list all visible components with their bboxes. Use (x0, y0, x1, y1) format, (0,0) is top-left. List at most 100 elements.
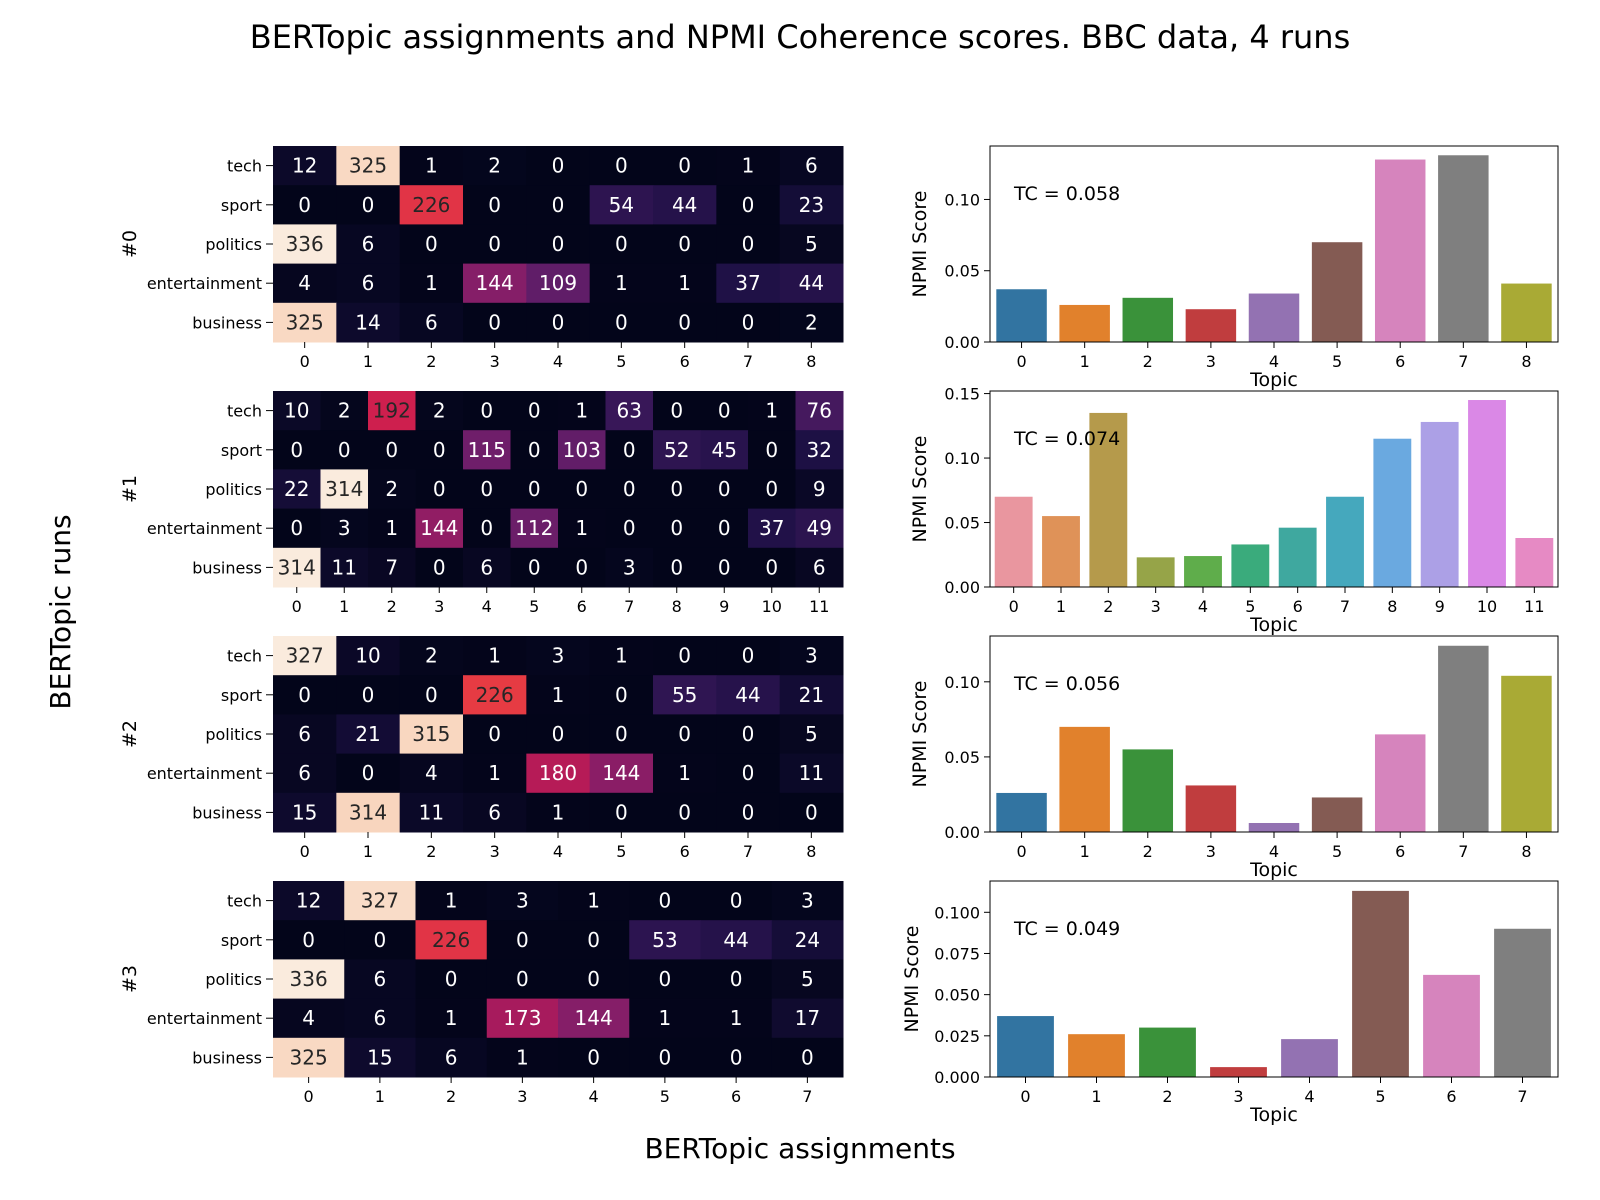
heatmap-cell (336, 302, 401, 343)
bar-x-tick-label: 4 (1198, 597, 1208, 616)
bar-x-tick-label: 10 (1477, 597, 1497, 616)
heatmap-cell-label: 0 (678, 232, 691, 256)
bar (1248, 293, 1300, 342)
heatmap-cell-label: 0 (362, 761, 375, 785)
bar (1184, 556, 1222, 587)
heatmap-cell-label: 6 (805, 154, 818, 178)
heatmap-cell (486, 1037, 559, 1078)
heatmap-cell-label: 226 (476, 683, 514, 707)
heatmap-cell (771, 1037, 844, 1078)
heatmap-cell-label: 1 (587, 889, 600, 913)
heatmap-cell (273, 224, 337, 265)
heatmap-cell (653, 508, 701, 549)
heatmap-cell-label: 4 (302, 1006, 315, 1030)
bar (1311, 242, 1363, 342)
heatmap-cell (771, 959, 844, 1000)
heatmap-cell-label: 103 (563, 438, 601, 462)
heatmap-cell-label: 2 (425, 644, 438, 668)
heatmap-cell-label: 0 (528, 438, 541, 462)
heatmap-cell (589, 302, 654, 343)
heatmap-cell (700, 391, 749, 431)
heatmap-cell-label: 3 (801, 889, 814, 913)
bar-x-axis-label: Topic (1249, 369, 1298, 391)
heatmap-cell-label: 0 (623, 477, 636, 501)
heatmap-cell-label: 17 (795, 1006, 820, 1030)
bar-y-tick-label: 0.05 (944, 748, 980, 767)
heatmap-col-label: 9 (719, 597, 729, 616)
heatmap-cell-label: 11 (799, 761, 824, 785)
heatmap-cell-label: 0 (433, 555, 446, 579)
heatmap-cell-label: 1 (659, 1006, 672, 1030)
bar (1248, 822, 1300, 832)
heatmap-col-label: 1 (375, 1087, 385, 1106)
heatmap-cell (415, 430, 464, 470)
heatmap-cell-label: 4 (298, 271, 311, 295)
heatmap-cell (463, 792, 527, 833)
heatmap-cell-label: 0 (516, 928, 529, 952)
heatmap-cell (795, 430, 844, 470)
heatmap-cell-label: 23 (799, 193, 824, 217)
heatmap-cell (558, 998, 630, 1039)
heatmap-cell (415, 391, 464, 431)
bar-x-tick-label: 8 (1387, 597, 1397, 616)
bar (1139, 1027, 1196, 1077)
heatmap-cell (344, 998, 416, 1039)
heatmap-cell (779, 224, 844, 265)
heatmap-cell (653, 185, 717, 225)
heatmap-cell (558, 1037, 630, 1078)
tc-annotation: TC = 0.049 (1013, 918, 1120, 940)
heatmap-cell (368, 430, 416, 470)
heatmap-cell (700, 547, 749, 588)
bar (1438, 645, 1489, 832)
heatmap-cell (273, 753, 337, 794)
bar-y-tick-label: 0.025 (934, 1027, 980, 1046)
heatmap-cell-label: 2 (488, 154, 501, 178)
heatmap-row-label: politics (205, 235, 262, 254)
heatmap-cell-label: 5 (805, 232, 818, 256)
bar-x-tick-label: 4 (1269, 352, 1279, 371)
bar-x-tick-label: 3 (1151, 597, 1161, 616)
heatmap-cell (629, 998, 701, 1039)
bar-plot-frame (989, 880, 1559, 1078)
bar (994, 496, 1033, 587)
heatmap-cell-label: 4 (425, 761, 438, 785)
heatmap-cell-label: 0 (765, 438, 778, 462)
heatmap-cell (463, 263, 527, 304)
heatmap-cell-label: 314 (349, 800, 387, 824)
bar-x-tick-label: 2 (1103, 597, 1113, 616)
heatmap-cell (273, 792, 337, 833)
bar (1089, 412, 1128, 587)
bar-y-tick-label: 0.10 (944, 449, 980, 468)
heatmap-cell (486, 881, 559, 921)
heatmap-row-label: politics (205, 725, 262, 744)
heatmap-cell-label: 0 (765, 555, 778, 579)
bar-x-tick-label: 4 (1269, 842, 1279, 861)
bar-y-axis-label: NPMI Score (909, 681, 931, 788)
heatmap-cell (415, 998, 488, 1039)
heatmap-2: 327 10 2 1 3 1 0 0 30 0 0 226 1 0 55 44 216 21 315 0 0 0 0 0 56 0… (119, 636, 844, 861)
heatmap-cell-label: 0 (718, 399, 731, 423)
bar (1420, 421, 1459, 587)
heatmap-col-label: 6 (680, 352, 690, 371)
bar (1278, 527, 1317, 587)
tc-annotation: TC = 0.058 (1013, 183, 1120, 205)
heatmap-cell-label: 11 (419, 800, 444, 824)
heatmap-cell-label: 0 (615, 683, 628, 707)
heatmap-cell (320, 391, 369, 431)
bar-x-tick-label: 1 (1080, 842, 1090, 861)
heatmap-cell (510, 469, 559, 510)
heatmap-cell-label: 0 (670, 516, 683, 540)
heatmap-cell-label: 37 (759, 516, 784, 540)
heatmap-cell (558, 959, 630, 1000)
heatmap-cell-label: 22 (284, 477, 309, 501)
bar (1501, 675, 1552, 832)
heatmap-col-label: 10 (762, 597, 782, 616)
heatmap-cell-label: 0 (659, 1045, 672, 1069)
heatmap-cell (653, 146, 717, 186)
heatmap-cell (320, 547, 369, 588)
heatmap-cell-label: 6 (445, 1045, 458, 1069)
bar (996, 792, 1047, 832)
